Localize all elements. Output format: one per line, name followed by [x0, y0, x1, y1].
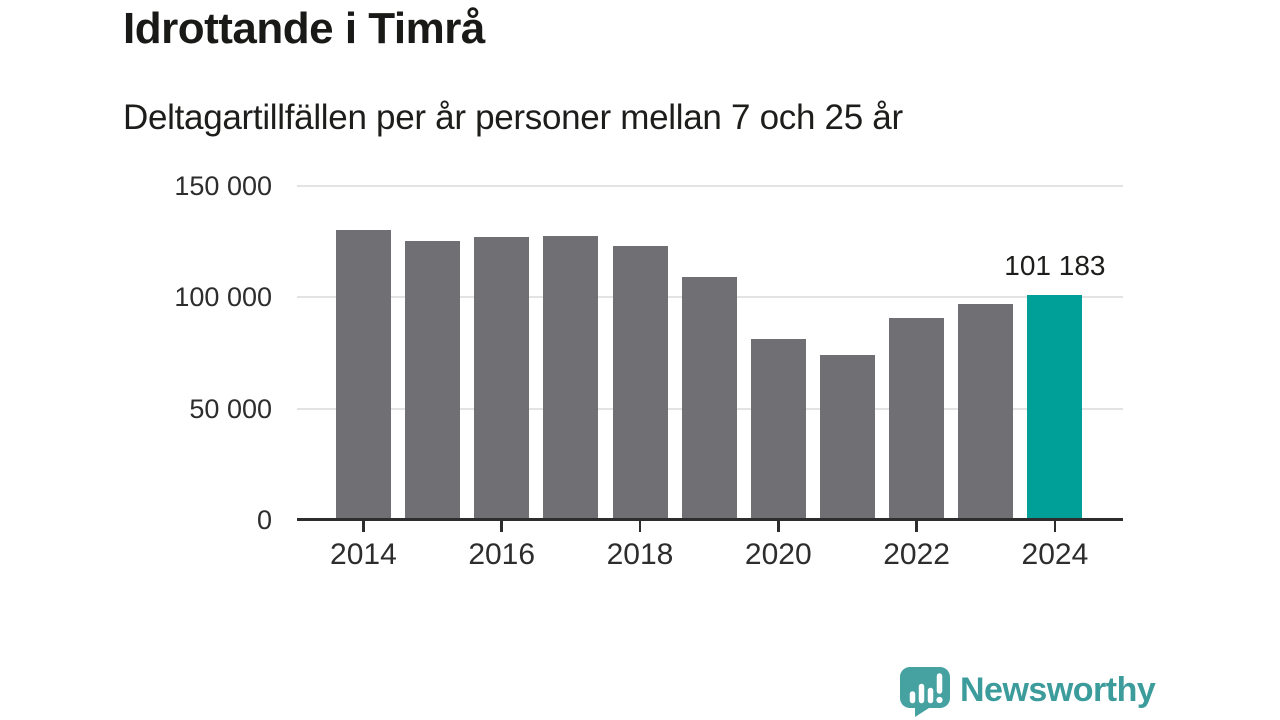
bar-2024	[1027, 294, 1083, 520]
y-axis-tick-label: 100 000	[174, 282, 272, 313]
highlight-value-label: 101 183	[1004, 250, 1106, 281]
page-title: Idrottande i Timrå	[123, 4, 485, 53]
x-axis-tick	[500, 521, 503, 532]
x-axis-tick	[915, 521, 918, 532]
x-axis-tick	[777, 521, 780, 532]
x-axis-tick	[1053, 521, 1057, 532]
bar-2016	[474, 236, 530, 520]
gridline	[297, 185, 1123, 187]
x-axis-tick	[638, 521, 642, 532]
bar-2020	[750, 338, 806, 520]
x-axis-tick-label: 2022	[883, 538, 950, 571]
y-axis-tick-label: 50 000	[189, 393, 272, 424]
x-axis-tick-label: 2016	[468, 538, 536, 571]
newsworthy-logo: Newsworthy	[899, 666, 1156, 718]
bar-2018	[612, 246, 668, 520]
chart-subtitle: Deltagartillfällen per år personer mella…	[123, 98, 903, 137]
bar-2014	[335, 229, 391, 520]
bar-2022	[889, 317, 945, 520]
plot-area: 2014 2016 2018 2020 2022 2024	[297, 185, 1123, 571]
newsworthy-logo-icon	[899, 666, 951, 718]
x-axis-tick	[362, 521, 365, 532]
y-axis-tick-label: 0	[256, 505, 272, 535]
bar-2015	[405, 241, 461, 520]
bar-2019	[681, 277, 737, 520]
x-axis-tick-label: 2018	[606, 538, 674, 571]
bar-2021	[819, 354, 875, 520]
x-axis-line	[297, 517, 1123, 521]
y-axis-tick-label: 150 000	[174, 171, 272, 201]
newsworthy-logo-text: Newsworthy	[960, 671, 1156, 709]
x-axis-tick-label: 2014	[330, 538, 397, 571]
bar-2017	[543, 235, 599, 520]
x-axis-tick-label: 2020	[744, 538, 812, 571]
bar-2023	[958, 304, 1014, 520]
x-axis-tick-label: 2024	[1021, 538, 1089, 571]
